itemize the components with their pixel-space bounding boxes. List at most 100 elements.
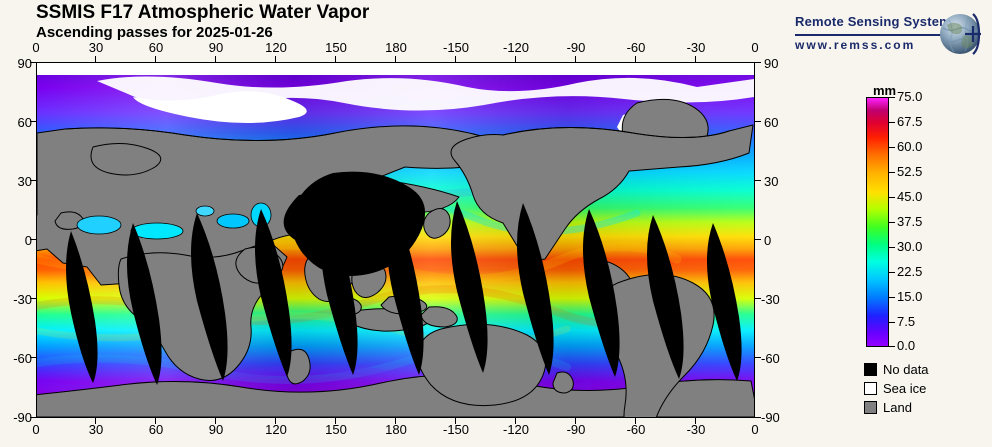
y-tick-mark (30, 298, 36, 299)
x-tick-mark (695, 418, 696, 424)
x-axis-bottom-label-0: 0 (32, 422, 40, 437)
colorbar-tick (889, 297, 895, 298)
colorbar-tick (889, 247, 895, 248)
colorbar-label-3: 52.5 (897, 164, 923, 179)
x-tick-mark (575, 418, 576, 424)
remss-logo: Remote Sensing Systems www.remss.com (795, 8, 985, 60)
land-swatch (864, 401, 877, 414)
x-axis-bottom-label-7: -150 (442, 422, 470, 437)
x-axis-top-label-2: 60 (148, 40, 164, 55)
legend-label-sea-ice: Sea ice (883, 381, 927, 396)
y-axis-right-label-5: -60 (761, 351, 780, 366)
y-tick-mark (755, 357, 761, 358)
y-tick-mark (755, 180, 761, 181)
x-tick-mark (95, 56, 96, 62)
y-axis-right-label-4: -30 (761, 292, 780, 307)
x-axis-top-label-3: 90 (208, 40, 224, 55)
x-axis-bottom-label-8: -120 (502, 422, 530, 437)
y-axis-left-label-6: -90 (13, 410, 32, 425)
y-axis-right-label-6: -90 (761, 410, 780, 425)
sea-ice-swatch (864, 382, 877, 395)
y-tick-mark (30, 121, 36, 122)
x-axis-top-label-0: 0 (32, 40, 40, 55)
colorbar[interactable] (866, 97, 889, 347)
logo-website-url: www.remss.com (795, 38, 916, 52)
x-tick-mark (95, 418, 96, 424)
x-tick-mark (335, 56, 336, 62)
legend-label-land: Land (883, 400, 912, 415)
x-tick-mark (635, 418, 636, 424)
x-tick-mark (455, 56, 456, 62)
y-axis-right-label-1: 60 (764, 115, 779, 130)
y-axis-left-label-3: 0 (24, 233, 32, 248)
colorbar-tick (889, 222, 895, 223)
x-tick-mark (395, 56, 396, 62)
x-axis-top-label-6: 180 (385, 40, 407, 55)
y-axis-right-label-0: 90 (764, 56, 779, 71)
y-tick-mark (755, 121, 761, 122)
x-tick-mark (215, 56, 216, 62)
y-tick-mark (755, 298, 761, 299)
x-axis-top-label-1: 30 (88, 40, 104, 55)
colorbar-tick (889, 197, 895, 198)
colorbar-label-0: 75.0 (897, 89, 923, 104)
x-axis-bottom-label-10: -60 (626, 422, 646, 437)
y-axis-right-label-3: 0 (764, 233, 772, 248)
x-tick-mark (515, 56, 516, 62)
water-vapor-map[interactable] (36, 62, 755, 418)
colorbar-tick (889, 346, 895, 347)
y-tick-mark (30, 62, 36, 63)
map-canvas (37, 63, 754, 417)
swath-gap-regions (66, 171, 742, 385)
x-tick-mark (515, 418, 516, 424)
colorbar-tick (889, 272, 895, 273)
x-axis-bottom-label-11: -30 (686, 422, 706, 437)
x-tick-mark (215, 418, 216, 424)
y-axis-right-label-2: 30 (764, 174, 779, 189)
y-axis-left-label-2: 30 (17, 174, 32, 189)
colorbar-tick (889, 122, 895, 123)
colorbar-label-2: 60.0 (897, 139, 923, 154)
x-axis-top-label-7: -150 (442, 40, 470, 55)
legend-item-no-data: No data (864, 362, 984, 377)
page-title: SSMIS F17 Atmospheric Water Vapor (36, 2, 370, 23)
x-tick-mark (635, 56, 636, 62)
x-tick-mark (155, 56, 156, 62)
colorbar-tick (889, 172, 895, 173)
colorbar-label-7: 22.5 (897, 264, 923, 279)
logo-company-name: Remote Sensing Systems (795, 14, 959, 29)
y-axis-left-label-0: 90 (17, 56, 32, 71)
x-axis-top-label-12: 0 (751, 40, 759, 55)
legend-item-sea-ice: Sea ice (864, 381, 984, 396)
map-legend: No data Sea ice Land (864, 362, 984, 415)
y-axis-left-label-5: -60 (13, 351, 32, 366)
x-tick-mark (335, 418, 336, 424)
colorbar-units-label: mm (873, 83, 897, 98)
colorbar-label-10: 0.0 (897, 338, 916, 353)
x-axis-top-label-4: 120 (265, 40, 287, 55)
x-axis-bottom-label-9: -90 (566, 422, 586, 437)
x-axis-bottom-label-5: 150 (325, 422, 347, 437)
y-axis-left-label-4: -30 (13, 292, 32, 307)
x-axis-top-label-9: -90 (566, 40, 586, 55)
x-axis-bottom-label-6: 180 (385, 422, 407, 437)
y-tick-mark (30, 239, 36, 240)
page-subtitle: Ascending passes for 2025-01-26 (36, 24, 273, 41)
x-axis-bottom-label-2: 60 (148, 422, 164, 437)
y-tick-mark (30, 357, 36, 358)
x-axis-bottom-label-4: 120 (265, 422, 287, 437)
no-data-swatch (864, 363, 877, 376)
x-tick-mark (395, 418, 396, 424)
x-tick-mark (455, 418, 456, 424)
colorbar-tick (889, 147, 895, 148)
y-tick-mark (755, 62, 761, 63)
legend-label-no-data: No data (883, 362, 929, 377)
x-axis-top-label-5: 150 (325, 40, 347, 55)
legend-item-land: Land (864, 400, 984, 415)
x-axis-bottom-label-3: 90 (208, 422, 224, 437)
logo-divider (795, 34, 945, 36)
y-tick-mark (755, 239, 761, 240)
colorbar-label-8: 15.0 (897, 289, 923, 304)
x-axis-bottom-label-1: 30 (88, 422, 104, 437)
x-tick-mark (155, 418, 156, 424)
